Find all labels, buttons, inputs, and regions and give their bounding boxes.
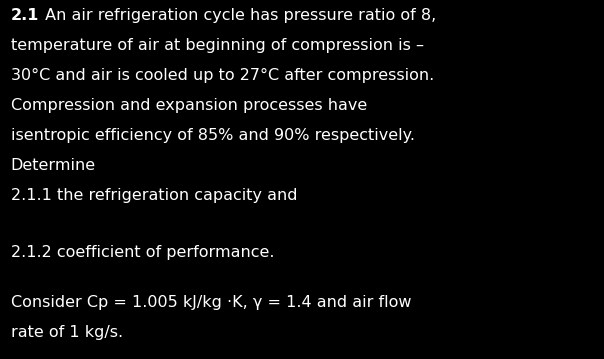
Text: 30°C and air is cooled up to 27°C after compression.: 30°C and air is cooled up to 27°C after … bbox=[11, 68, 434, 83]
Text: 2.1.2 coefficient of performance.: 2.1.2 coefficient of performance. bbox=[11, 245, 274, 260]
Text: 2.1: 2.1 bbox=[11, 8, 39, 23]
Text: Consider Cp = 1.005 kJ/kg ·K, γ = 1.4 and air flow: Consider Cp = 1.005 kJ/kg ·K, γ = 1.4 an… bbox=[11, 295, 411, 310]
Text: 2.1.1 the refrigeration capacity and: 2.1.1 the refrigeration capacity and bbox=[11, 188, 297, 203]
Text: isentropic efficiency of 85% and 90% respectively.: isentropic efficiency of 85% and 90% res… bbox=[11, 128, 415, 143]
Text: Compression and expansion processes have: Compression and expansion processes have bbox=[11, 98, 367, 113]
Text: temperature of air at beginning of compression is –: temperature of air at beginning of compr… bbox=[11, 38, 424, 53]
Text: Determine: Determine bbox=[11, 158, 96, 173]
Text: An air refrigeration cycle has pressure ratio of 8,: An air refrigeration cycle has pressure … bbox=[40, 8, 436, 23]
Text: rate of 1 kg/s.: rate of 1 kg/s. bbox=[11, 325, 123, 340]
